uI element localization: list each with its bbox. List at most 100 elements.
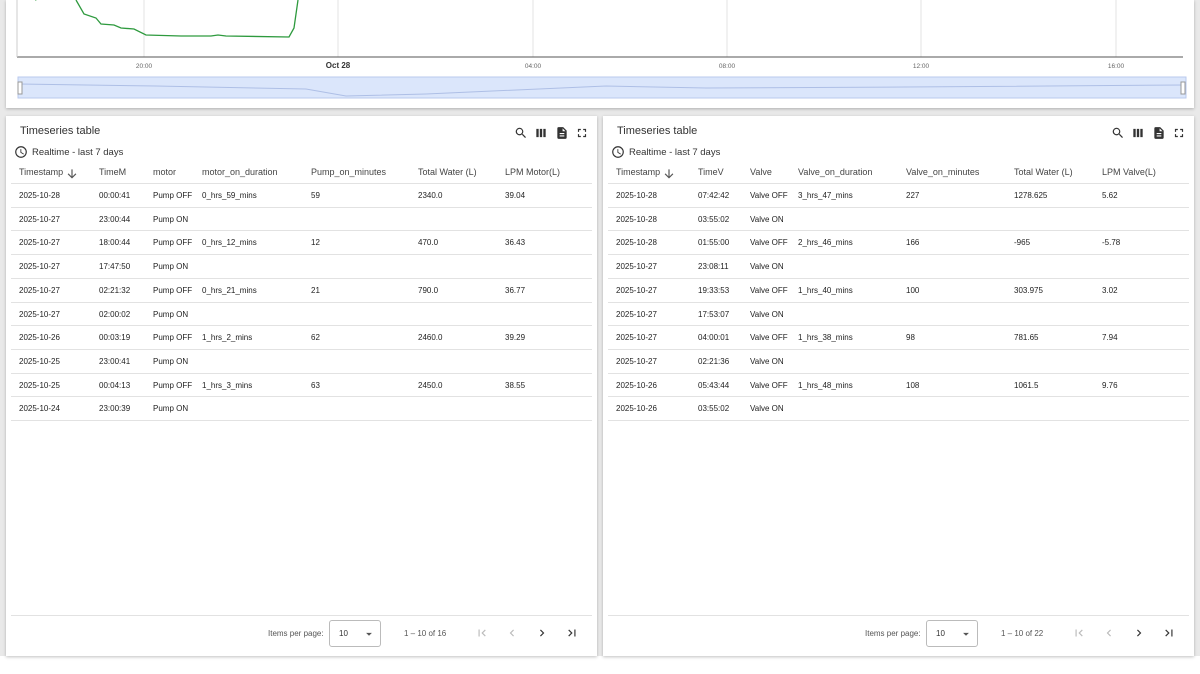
column-header[interactable]: motor_on_duration xyxy=(202,167,278,177)
row-divider xyxy=(608,372,1189,374)
first-page-button[interactable] xyxy=(1072,626,1086,640)
column-header[interactable]: Total Water (L) xyxy=(1014,167,1073,177)
export-button[interactable] xyxy=(555,126,569,140)
table-cell: 02:21:36 xyxy=(698,356,730,366)
table-cell: 2025-10-26 xyxy=(616,380,657,390)
page-size-select[interactable] xyxy=(329,620,381,647)
table-cell: 108 xyxy=(906,380,920,390)
row-divider xyxy=(608,230,1189,232)
column-header[interactable]: Valve_on_minutes xyxy=(906,167,980,177)
sort-icon-shape xyxy=(664,169,674,179)
time-window[interactable]: Realtime - last 7 days xyxy=(32,147,124,158)
table-cell: 5.62 xyxy=(1102,191,1118,200)
x-tick-label: 20:00 xyxy=(136,63,153,70)
table-cell: 2025-10-26 xyxy=(616,404,657,414)
next-page-button[interactable] xyxy=(1132,626,1146,640)
export-button-shape xyxy=(557,127,567,139)
table-cell: 470.0 xyxy=(418,238,439,248)
table-cell: Pump ON xyxy=(153,309,189,319)
footer-divider xyxy=(608,615,1189,616)
header-divider xyxy=(608,183,1189,184)
table-cell: Pump OFF xyxy=(153,238,193,248)
column-header[interactable]: LPM Motor(L) xyxy=(505,167,561,177)
fullscreen-button[interactable] xyxy=(1172,126,1186,140)
table-cell: 2025-10-28 xyxy=(616,238,657,248)
column-header[interactable]: Valve_on_duration xyxy=(798,167,873,177)
table-cell: 2025-10-27 xyxy=(616,309,657,319)
table-cell: 166 xyxy=(906,238,920,248)
page-size-value: 10 xyxy=(339,629,348,638)
table-cell: Valve OFF xyxy=(750,285,788,295)
table-cell: 03:55:02 xyxy=(698,214,730,224)
table-cell: Valve ON xyxy=(750,404,784,414)
footer-divider xyxy=(11,615,592,616)
row-divider xyxy=(11,277,592,279)
table-cell: Valve OFF xyxy=(750,238,788,248)
table-cell: 17:47:50 xyxy=(99,262,131,272)
clock-icon xyxy=(15,146,27,158)
table-cell: -965 xyxy=(1014,238,1031,248)
page-size-select[interactable] xyxy=(926,620,978,647)
prev-page-button[interactable] xyxy=(505,626,519,640)
table-cell: Pump ON xyxy=(153,356,189,366)
navigator[interactable] xyxy=(17,76,1187,99)
table-cell: Pump OFF xyxy=(153,333,193,343)
table-cell: Valve OFF xyxy=(750,191,788,200)
table-cell: Valve ON xyxy=(750,356,784,366)
select-caret xyxy=(963,632,969,636)
table-cell: 00:04:13 xyxy=(99,380,131,390)
row-divider xyxy=(11,396,592,398)
column-header[interactable]: Timestamp xyxy=(616,167,661,177)
next-page-button[interactable] xyxy=(535,626,549,640)
navigator-handle[interactable] xyxy=(1180,81,1186,95)
time-window[interactable]: Realtime - last 7 days xyxy=(629,147,721,158)
column-header[interactable]: motor xyxy=(153,167,177,177)
table-cell: 0_hrs_12_mins xyxy=(202,238,257,248)
table-cell: -5.78 xyxy=(1102,238,1121,248)
last-page-button[interactable] xyxy=(565,626,579,640)
navigator-handle[interactable] xyxy=(17,81,23,95)
column-header[interactable]: Total Water (L) xyxy=(418,167,477,177)
table-cell: 02:21:32 xyxy=(99,285,131,295)
first-page-button-shape xyxy=(478,629,486,637)
table-cell: Pump OFF xyxy=(153,285,193,295)
header-divider xyxy=(11,183,592,184)
search-button[interactable] xyxy=(1111,126,1125,140)
table-card: Timeseries table Realtime - last 7 days Ti… xyxy=(6,116,597,656)
table-cell: 2025-10-27 xyxy=(19,214,60,224)
table-card: Timeseries table Realtime - last 7 days Ti… xyxy=(603,116,1194,656)
column-header[interactable]: Pump_on_minutes xyxy=(311,167,387,177)
table-cell: Valve ON xyxy=(750,262,784,272)
row-divider xyxy=(11,348,592,350)
column-header[interactable]: Timestamp xyxy=(19,167,64,177)
column-header[interactable]: Valve xyxy=(750,167,772,177)
columns-button[interactable] xyxy=(534,126,548,140)
export-button[interactable] xyxy=(1152,126,1166,140)
clock-icon-shape xyxy=(15,146,27,158)
search-button-shape xyxy=(515,127,526,138)
table-cell: 23:00:44 xyxy=(99,214,131,224)
column-header[interactable]: LPM Valve(L) xyxy=(1102,167,1156,177)
table-cell: 12 xyxy=(311,238,320,248)
last-page-button[interactable] xyxy=(1162,626,1176,640)
column-header[interactable]: TimeV xyxy=(698,167,724,177)
row-divider xyxy=(608,348,1189,350)
table-cell: 100 xyxy=(906,285,920,295)
prev-page-button[interactable] xyxy=(1102,626,1116,640)
first-page-button[interactable] xyxy=(475,626,489,640)
search-button[interactable] xyxy=(514,126,528,140)
table-cell: 62 xyxy=(311,333,320,343)
fullscreen-button[interactable] xyxy=(575,126,589,140)
table-cell: 00:03:19 xyxy=(99,333,131,343)
table-cell: 2025-10-28 xyxy=(19,191,60,200)
columns-button[interactable] xyxy=(1131,126,1145,140)
fullscreen-button-shape xyxy=(1174,128,1184,138)
row-divider xyxy=(11,325,592,327)
column-header[interactable]: TimeM xyxy=(99,167,127,177)
table-cell: 3.02 xyxy=(1102,285,1118,295)
table-cell: 19:33:53 xyxy=(698,285,730,295)
row-divider xyxy=(608,277,1189,279)
table-cell: 2025-10-28 xyxy=(616,191,657,200)
x-tick-label: 16:00 xyxy=(1108,63,1125,70)
navigator-line xyxy=(18,83,1185,97)
